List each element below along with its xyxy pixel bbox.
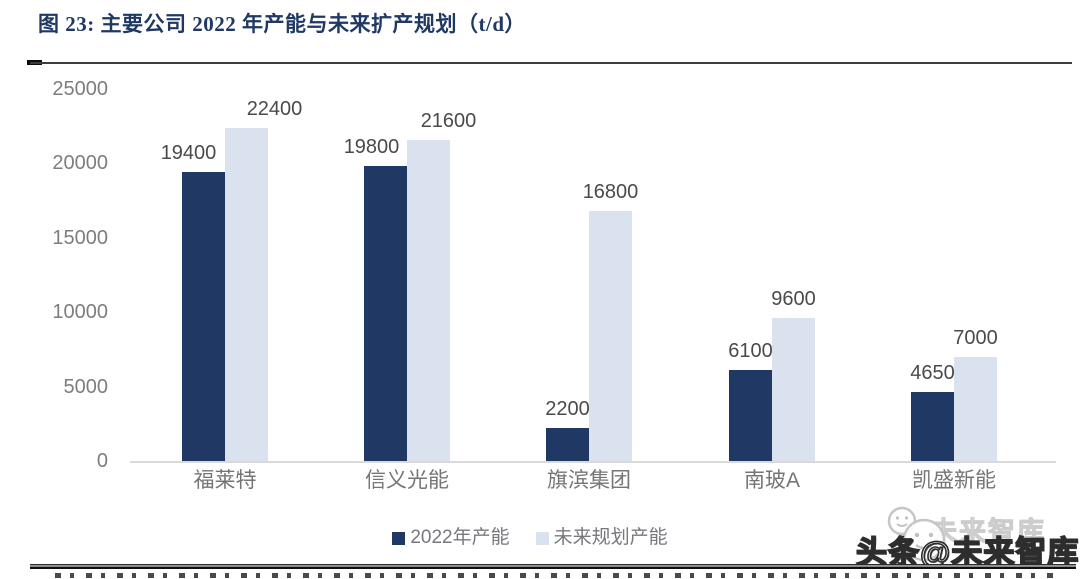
watermark-ghost-text: 未来智库	[930, 517, 1046, 548]
legend-item-future: 未来规划产能	[535, 527, 668, 548]
x-axis-category-label: 信义光能	[365, 469, 449, 492]
y-axis-tick-label: 15000	[52, 226, 108, 249]
bar-value-label: 16800	[582, 181, 639, 204]
bottom-divider-line	[30, 564, 1076, 569]
bar-value-label: 4650	[910, 361, 955, 384]
x-axis-category-label: 福莱特	[193, 469, 257, 492]
legend-swatch-2022	[392, 531, 406, 545]
bar-value-label: 19800	[343, 136, 400, 159]
smiley-faces-icon	[887, 506, 946, 562]
top-border-line	[30, 62, 1072, 64]
legend-item-2022: 2022年产能	[392, 527, 510, 548]
x-axis-category-label: 凯盛新能	[912, 469, 996, 492]
bar-2022	[911, 391, 954, 461]
y-axis-tick-label: 0	[96, 450, 108, 472]
bar-value-label: 2200	[545, 398, 590, 421]
bar-future	[225, 127, 268, 461]
bar-future	[954, 356, 997, 461]
bar-value-label: 19400	[160, 142, 217, 165]
legend-label-future: 未来规划产能	[553, 527, 668, 548]
chart-legend: 2022年产能 未来规划产能	[0, 527, 1060, 549]
bar-value-label: 9600	[771, 288, 816, 311]
x-axis-category-label: 旗滨集团	[547, 469, 631, 492]
bar-2022	[546, 428, 589, 461]
bar-future	[589, 211, 632, 461]
y-axis-tick-label: 5000	[63, 375, 109, 398]
bar-value-label: 7000	[953, 326, 998, 349]
y-axis-tick-label: 10000	[52, 301, 108, 324]
figure-title: 图 23: 主要公司 2022 年产能与未来扩产规划（t/d）	[38, 12, 526, 36]
bar-value-label: 22400	[246, 97, 303, 120]
bar-2022	[182, 172, 225, 461]
y-axis-tick-label: 25000	[52, 78, 108, 100]
bar-value-label: 21600	[420, 109, 477, 132]
bar-future	[772, 318, 815, 461]
x-axis-category-label: 南玻A	[743, 469, 800, 492]
legend-swatch-future	[535, 531, 549, 545]
legend-label-2022: 2022年产能	[410, 527, 510, 548]
bar-2022	[729, 370, 772, 461]
bar-2022	[364, 166, 407, 461]
bar-future	[407, 139, 450, 461]
x-axis-line	[130, 461, 1056, 463]
y-axis-tick-label: 20000	[52, 152, 108, 175]
clipped-footnote-text	[55, 573, 1055, 578]
bar-value-label: 6100	[728, 340, 773, 363]
